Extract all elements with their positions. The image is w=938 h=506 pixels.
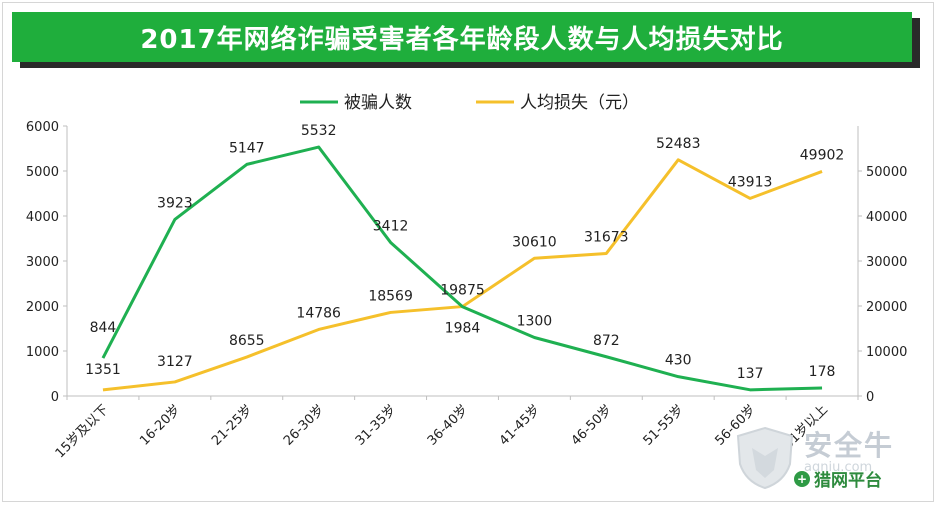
data-label-victims: 5147 [229,140,265,156]
left-tick-label: 2000 [26,300,59,315]
data-label-victims: 1300 [517,314,553,330]
left-tick-label: 0 [51,390,59,405]
series-line-loss [102,158,823,392]
legend-label: 人均损失（元） [520,93,639,113]
left-tick-label: 1000 [26,345,59,360]
x-tick-label: 26-30岁 [281,402,328,449]
data-label-loss: 18569 [368,288,413,304]
watermark-brand: + 猎网平台 [794,466,882,491]
x-tick-label: 36-40岁 [425,402,472,449]
watermark-name: 安全牛 [804,429,895,462]
data-label-victims: 5532 [301,123,337,139]
x-tick-label: 16-20岁 [137,402,184,449]
data-label-loss: 43913 [728,174,773,190]
right-tick-label: 50000 [866,165,907,180]
x-tick-label: 46-50岁 [569,402,616,449]
data-label-loss: 8655 [229,333,265,349]
data-label-victims: 872 [593,333,620,349]
x-tick-label: 51-55岁 [641,402,688,449]
right-tick-label: 0 [866,390,874,405]
series-line-victims [101,145,823,392]
right-tick-label: 40000 [866,210,907,225]
data-label-victims: 137 [737,366,764,382]
x-tick-label: 15岁及以下 [53,402,112,461]
shield-logo-icon [736,426,794,490]
x-tick-label: 21-25岁 [209,402,256,449]
logo-circle-icon: + [794,470,810,487]
data-label-loss: 1351 [85,362,121,378]
left-tick-label: 3000 [26,255,59,270]
x-tick-label: 41-45岁 [497,402,544,449]
data-label-loss: 31673 [584,229,629,245]
data-label-victims: 3412 [373,218,409,234]
left-tick-label: 6000 [26,120,59,135]
data-label-victims: 430 [665,353,692,369]
data-label-loss: 3127 [157,354,193,370]
watermark: 安全牛 aqniu.com + 猎网平台 [734,416,924,496]
left-tick-label: 4000 [26,210,59,225]
data-label-loss: 52483 [656,136,701,152]
right-tick-label: 30000 [866,255,907,270]
watermark-brand-text: 猎网平台 [814,471,882,491]
data-label-victims: 178 [809,364,836,380]
data-label-victims: 844 [90,320,117,336]
data-label-victims: 3923 [157,195,193,211]
data-label-loss: 30610 [512,234,557,250]
data-label-victims: 1984 [445,321,481,337]
data-label-loss: 14786 [296,305,341,321]
x-tick-label: 31-35岁 [353,402,400,449]
left-tick-label: 5000 [26,165,59,180]
right-tick-label: 10000 [866,345,907,360]
chart-title: 2017年网络诈骗受害者各年龄段人数与人均损失对比 [140,24,784,55]
data-label-loss: 19875 [440,283,485,299]
title-bar: 2017年网络诈骗受害者各年龄段人数与人均损失对比 [12,12,912,62]
watermark-url: aqniu.com [804,460,873,475]
right-tick-label: 20000 [866,300,907,315]
legend-label: 被骗人数 [344,93,412,113]
data-label-loss: 49902 [800,147,845,163]
